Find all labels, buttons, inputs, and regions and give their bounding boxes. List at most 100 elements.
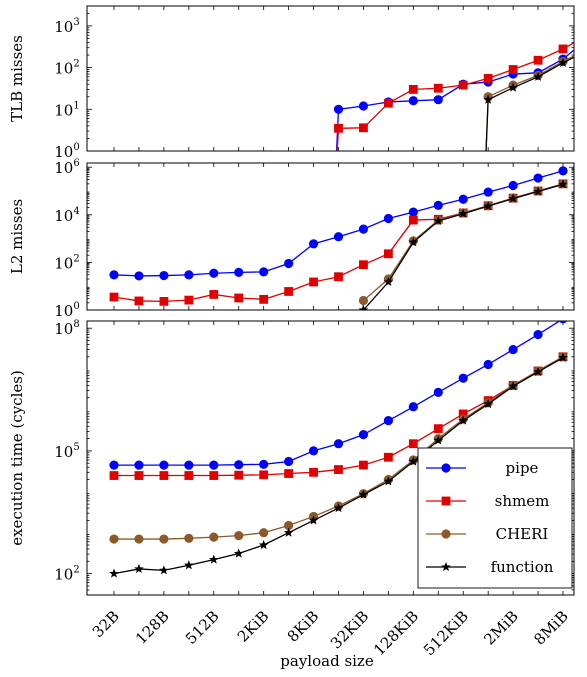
data-point (359, 460, 368, 470)
data-point (159, 296, 169, 306)
data-point (184, 460, 194, 470)
data-point (458, 415, 469, 425)
data-point (258, 539, 269, 550)
y-tick-label: 102 (54, 59, 79, 78)
data-point (558, 321, 568, 324)
data-point (109, 292, 119, 302)
legend-item-cheri: CHERI (426, 525, 548, 543)
data-point (508, 381, 518, 391)
data-point (184, 270, 194, 280)
data-point (483, 74, 493, 83)
data-point (358, 304, 369, 310)
series-line (362, 183, 564, 310)
data-point (308, 446, 319, 456)
data-point (383, 213, 393, 224)
data-point (134, 296, 144, 306)
data-point (383, 452, 393, 462)
x-tick-label: 32KiB (327, 607, 372, 652)
x-axis-label: payload size (280, 652, 374, 670)
series-line (336, 42, 574, 151)
x-tick-label: 2MiB (480, 607, 522, 649)
y-tick-label: 106 (54, 158, 79, 177)
data-point (508, 180, 518, 191)
legend-marker (441, 561, 451, 572)
x-tick-label: 128B (132, 607, 173, 648)
data-point (458, 194, 468, 204)
data-point (408, 96, 418, 106)
y-axis-label: L2 misses (8, 199, 26, 274)
data-point (159, 270, 169, 281)
series-pipe (109, 166, 568, 281)
data-point (383, 276, 394, 287)
data-point (333, 104, 344, 114)
data-point (184, 560, 194, 570)
data-point (533, 71, 543, 81)
data-point (508, 82, 518, 92)
data-point (159, 471, 169, 480)
data-point (408, 207, 418, 217)
data-point (209, 460, 219, 470)
data-point (234, 460, 244, 470)
data-point (508, 193, 518, 203)
data-point (483, 94, 493, 104)
legend-label: pipe (506, 459, 539, 477)
legend-marker (441, 529, 451, 539)
data-point (184, 471, 194, 480)
data-point (234, 530, 244, 541)
data-point (284, 456, 294, 467)
y-tick-label: 102 (54, 565, 79, 584)
data-point (383, 98, 393, 108)
data-point (159, 565, 169, 575)
x-tick-label: 128KiB (370, 607, 422, 659)
data-point (209, 268, 219, 278)
data-point (433, 424, 443, 434)
series-line (485, 56, 574, 151)
data-point (309, 277, 318, 287)
series-pipe (109, 321, 568, 470)
data-point (458, 80, 468, 90)
y-tick-label: 100 (54, 301, 79, 320)
data-point (233, 548, 244, 558)
data-point (334, 465, 343, 474)
data-point (208, 554, 219, 564)
series-shmem (109, 179, 568, 306)
data-point (533, 173, 543, 183)
y-tick-label: 102 (54, 253, 79, 272)
data-point (109, 460, 119, 470)
data-point (408, 85, 418, 94)
data-point (433, 200, 443, 210)
data-point (109, 471, 119, 480)
data-point (134, 471, 144, 480)
y-tick-label: 105 (54, 442, 79, 461)
x-tick-label: 512KiB (420, 607, 472, 659)
legend-item-shmem: shmem (426, 492, 549, 510)
data-point (558, 352, 568, 362)
data-point (333, 439, 344, 449)
legend-label: function (491, 558, 554, 576)
y-axis-label: execution time (cycles) (8, 370, 26, 546)
data-point (558, 44, 568, 54)
data-point (508, 65, 518, 74)
data-point (259, 459, 269, 469)
data-point (283, 527, 294, 537)
data-point (483, 201, 493, 211)
y-tick-label: 108 (54, 319, 79, 338)
legend: pipe shmem CHERI function (417, 447, 573, 589)
data-point (358, 295, 369, 306)
x-tick-label: 8MiB (530, 607, 572, 649)
data-point (533, 366, 543, 377)
x-tick-label: 512B (182, 607, 223, 648)
data-point (533, 329, 543, 340)
series-function (483, 56, 574, 151)
series-function (109, 352, 568, 578)
tlb-misses-panel: 100 101 102 103 TLB misses (8, 5, 575, 161)
data-point (533, 55, 543, 65)
y-tick-label: 103 (54, 17, 79, 36)
x-tick-label: 2KiB (234, 607, 273, 646)
data-point (134, 563, 144, 574)
series-line (485, 55, 574, 151)
data-point (333, 232, 344, 242)
data-point (433, 83, 443, 93)
data-point (358, 101, 369, 111)
